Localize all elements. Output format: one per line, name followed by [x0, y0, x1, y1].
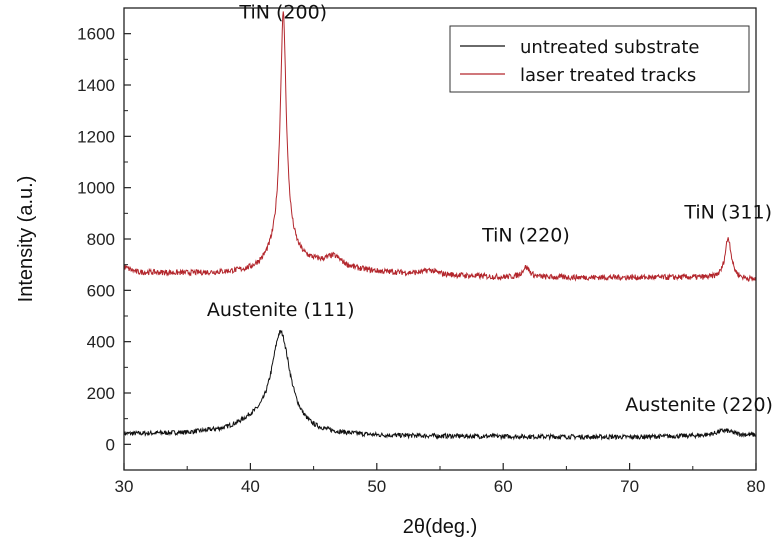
- x-tick-label: 40: [241, 477, 260, 496]
- x-tick-label: 80: [747, 477, 766, 496]
- y-axis-title: Intensity (a.u.): [15, 176, 37, 303]
- series-line-1: [123, 11, 757, 282]
- y-tick-label: 0: [106, 435, 115, 454]
- legend-label-untreated: untreated substrate: [520, 37, 699, 58]
- peak-annotation: TiN (311): [683, 201, 772, 223]
- legend-box: [449, 25, 750, 93]
- y-tick-label: 1200: [77, 127, 115, 146]
- annotation-layer: TiN (200) TiN (220) TiN (311) Austenite (11…: [207, 1, 772, 416]
- y-tick-label: 1000: [77, 179, 115, 198]
- series-line-0: [123, 329, 757, 441]
- tick-layer: 30 40 50 60 70 800200400600800100012001400160…: [77, 25, 765, 496]
- peak-annotation: Austenite (220): [625, 394, 772, 416]
- legend: untreated substrate laser treated tracks: [449, 25, 750, 93]
- y-tick-label: 800: [87, 230, 115, 249]
- x-tick-label: 50: [367, 477, 386, 496]
- series-layer: [123, 11, 757, 441]
- y-tick-label: 1400: [77, 76, 115, 95]
- x-axis-title: 2θ(deg.): [403, 516, 478, 538]
- y-tick-label: 200: [87, 384, 115, 403]
- x-tick-label: 60: [494, 477, 513, 496]
- peak-annotation: Austenite (111): [207, 299, 355, 321]
- peak-annotation: TiN (200): [238, 1, 327, 23]
- y-tick-label: 600: [87, 281, 115, 300]
- peak-annotation: TiN (220): [481, 225, 570, 247]
- y-tick-label: 400: [87, 333, 115, 352]
- legend-label-laser: laser treated tracks: [520, 65, 696, 86]
- x-tick-label: 70: [620, 477, 639, 496]
- x-tick-label: 30: [115, 477, 134, 496]
- y-tick-label: 1600: [77, 25, 115, 44]
